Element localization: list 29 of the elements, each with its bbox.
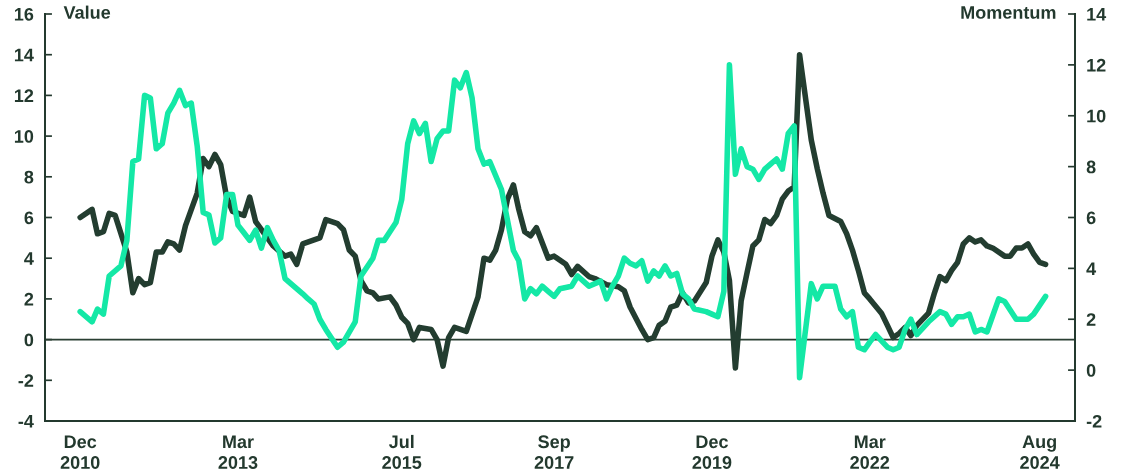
y2-tick-label: 8	[1086, 160, 1096, 174]
y-tick-label: 8	[24, 170, 34, 184]
y-axis-title: Value	[63, 5, 111, 19]
y-tick-label: -4	[18, 415, 34, 428]
y2-tick-label: 0	[1086, 364, 1096, 377]
y2-tick-label: 14	[1087, 8, 1107, 21]
y-tick-label: 10	[14, 130, 34, 143]
x-tick-label: Mar 2013	[218, 435, 258, 469]
y2-tick-label: 10	[1087, 109, 1106, 123]
y2-tick-label: 6	[1086, 211, 1096, 225]
y2-tick-label: -2	[1086, 414, 1102, 428]
y-tick-label: 6	[24, 211, 34, 225]
y2-tick-label: 2	[1086, 313, 1096, 326]
x-tick-label: Dec 2019	[692, 435, 732, 469]
y-tick-label: 0	[24, 333, 34, 347]
x-tick-label: Sep 2017	[534, 435, 574, 469]
x-tick-label: Aug 2024	[1020, 435, 1060, 469]
y-tick-label: 14	[14, 48, 34, 62]
x-tick-label: Mar 2022	[850, 435, 890, 469]
y2-tick-label: 4	[1086, 262, 1097, 275]
y-tick-label: 2	[24, 292, 34, 306]
y-tick-label: 12	[14, 89, 34, 102]
x-tick-label: Dec 2010	[60, 435, 100, 469]
y2-tick-label: 12	[1087, 58, 1106, 72]
y-tick-label: 16	[14, 7, 34, 21]
y2-axis-title: Momentum	[961, 6, 1056, 19]
y-tick-label: 4	[24, 252, 34, 265]
y-tick-label: -2	[18, 374, 34, 387]
x-tick-label: Jul 2015	[382, 434, 422, 469]
